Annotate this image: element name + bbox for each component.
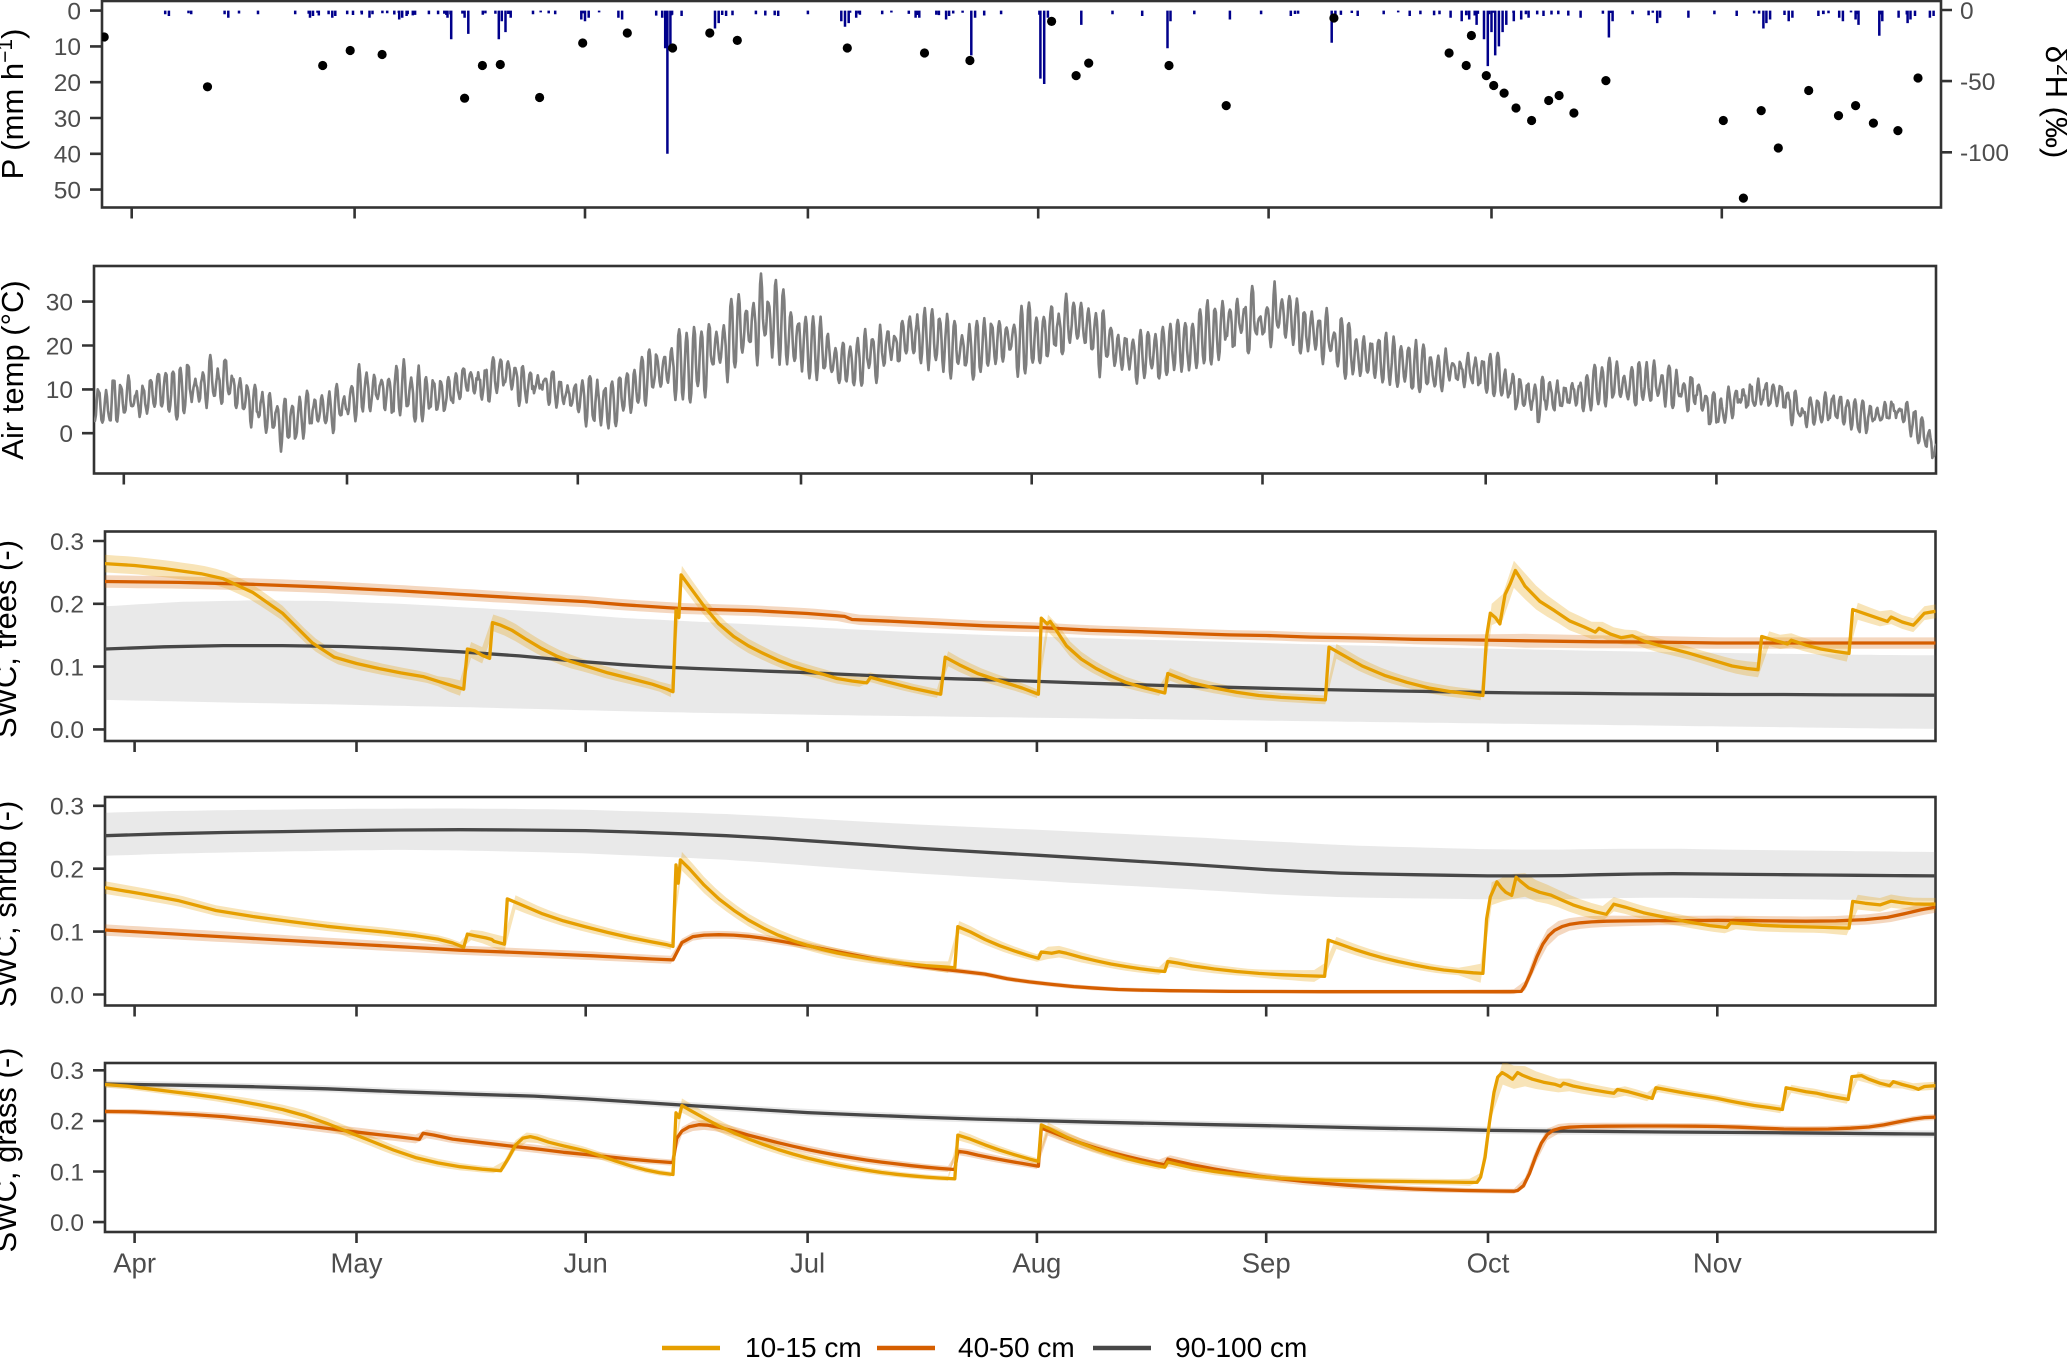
svg-text:0: 0: [67, 0, 81, 25]
svg-text:SWC, trees (-): SWC, trees (-): [0, 540, 23, 738]
svg-text:δ2H (‰): δ2H (‰): [2039, 46, 2067, 159]
svg-text:-100: -100: [1960, 140, 2009, 167]
svg-text:0.0: 0.0: [50, 982, 84, 1009]
svg-text:0.3: 0.3: [50, 1058, 84, 1085]
svg-text:90-100 cm: 90-100 cm: [1175, 1332, 1307, 1360]
svg-text:Apr: Apr: [113, 1248, 156, 1279]
svg-text:20: 20: [54, 70, 81, 97]
svg-text:Jun: Jun: [564, 1248, 608, 1279]
svg-text:Oct: Oct: [1467, 1248, 1510, 1279]
svg-text:10: 10: [54, 34, 81, 61]
svg-text:50: 50: [54, 177, 81, 204]
svg-text:0.0: 0.0: [50, 1210, 84, 1237]
svg-text:20: 20: [46, 333, 73, 360]
svg-text:Jul: Jul: [790, 1248, 825, 1279]
svg-text:40-50 cm: 40-50 cm: [958, 1332, 1075, 1360]
svg-text:0.2: 0.2: [50, 592, 84, 619]
svg-text:Aug: Aug: [1012, 1248, 1061, 1279]
svg-text:Sep: Sep: [1242, 1248, 1291, 1279]
svg-text:30: 30: [54, 106, 81, 133]
svg-text:P (mm h−1): P (mm h−1): [0, 29, 30, 180]
svg-text:10-15 cm: 10-15 cm: [745, 1332, 862, 1360]
svg-text:-50: -50: [1960, 69, 1995, 96]
svg-text:Nov: Nov: [1693, 1248, 1742, 1279]
svg-text:30: 30: [46, 290, 73, 317]
svg-text:0.3: 0.3: [50, 529, 84, 556]
svg-text:0.2: 0.2: [50, 1109, 84, 1136]
svg-text:0.1: 0.1: [50, 654, 84, 681]
svg-text:0: 0: [1960, 0, 1974, 25]
svg-text:0.0: 0.0: [50, 717, 84, 744]
svg-text:0.3: 0.3: [50, 794, 84, 821]
svg-text:SWC, grass (-): SWC, grass (-): [0, 1048, 23, 1253]
svg-text:May: May: [331, 1248, 383, 1279]
svg-text:0.1: 0.1: [50, 919, 84, 946]
svg-text:0: 0: [59, 421, 73, 448]
svg-text:0.2: 0.2: [50, 857, 84, 884]
svg-text:SWC, shrub (-): SWC, shrub (-): [0, 801, 23, 1008]
svg-text:10: 10: [46, 377, 73, 404]
svg-text:Air temp (°C): Air temp (°C): [0, 280, 30, 459]
svg-text:0.1: 0.1: [50, 1159, 84, 1186]
svg-text:40: 40: [54, 142, 81, 169]
